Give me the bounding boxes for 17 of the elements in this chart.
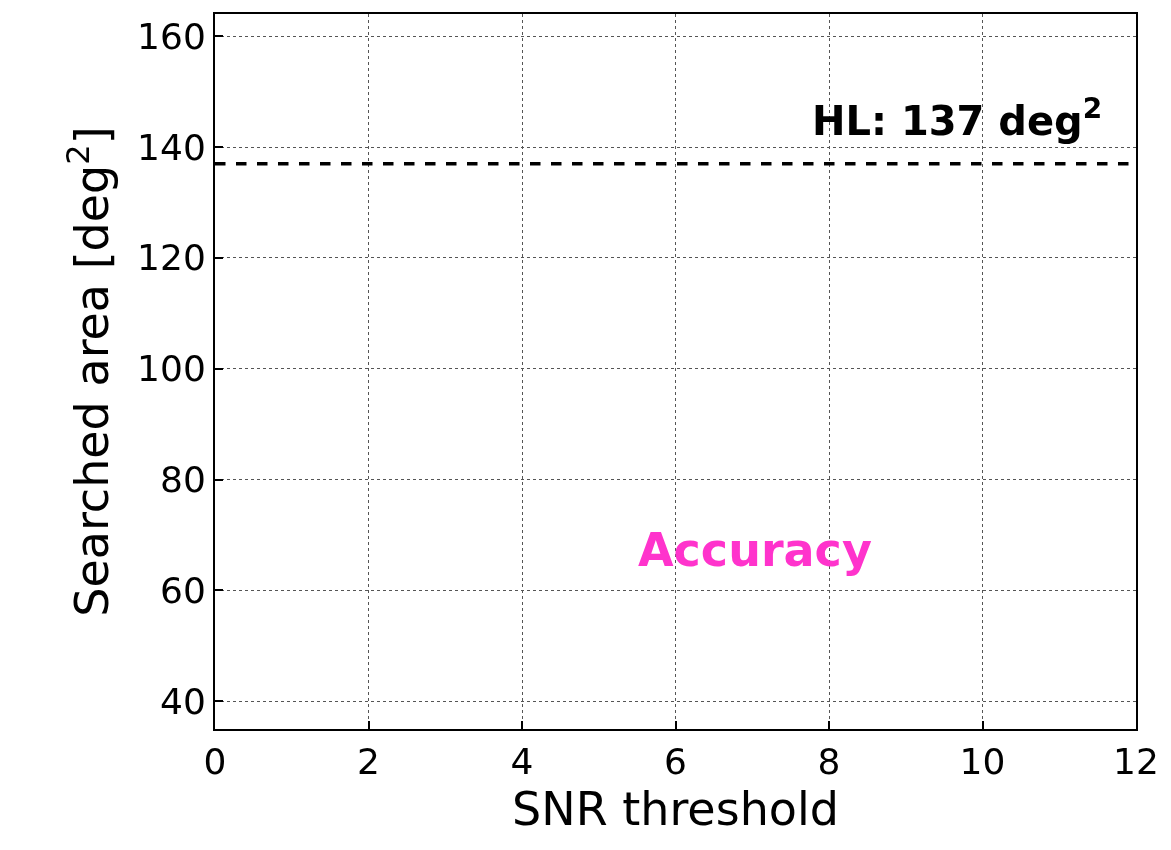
y-tick-label: 160	[137, 15, 206, 57]
x-tick-label: 2	[357, 741, 380, 783]
x-tick-label: 8	[817, 741, 841, 783]
ref-line-label: HL: 137 deg$^{2}$	[812, 92, 1103, 144]
y-tick-label: 120	[137, 237, 206, 279]
x-tick-label: 6	[664, 741, 687, 783]
x-tick-label: 12	[1113, 741, 1159, 783]
x-tick-label: 0	[203, 741, 227, 783]
y-tick-label: 80	[159, 459, 206, 501]
x-tick-label: 10	[959, 741, 1006, 783]
x-tick-label: 4	[510, 741, 534, 783]
y-tick-label: 60	[159, 570, 206, 612]
y-tick-label: 100	[137, 348, 206, 390]
annotation: Accuracy	[638, 523, 872, 577]
y-tick-label: 40	[159, 680, 206, 722]
y-tick-label: 140	[137, 126, 206, 168]
x-axis-title: SNR threshold	[512, 782, 839, 837]
